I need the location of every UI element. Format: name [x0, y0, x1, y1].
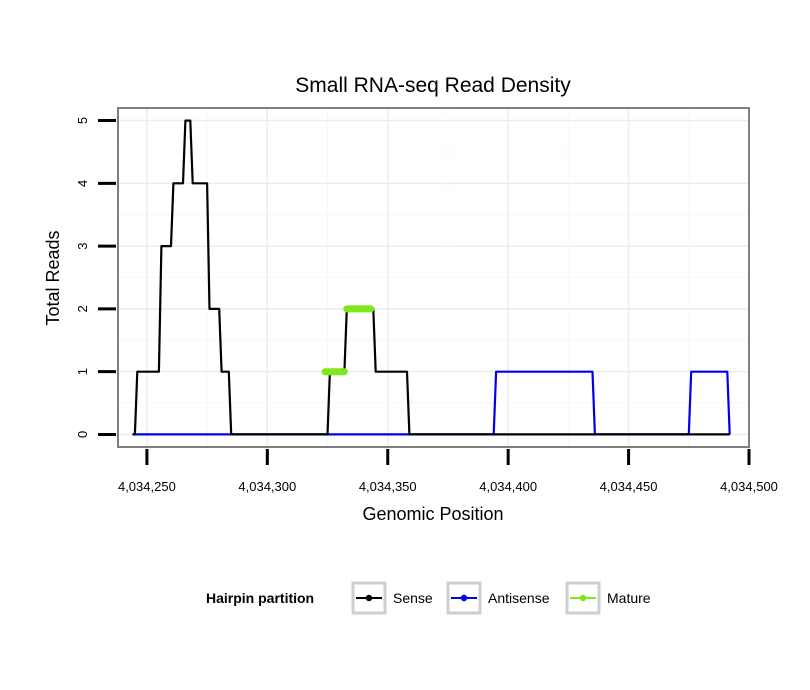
x-tick-label: 4,034,250	[118, 479, 176, 494]
legend: Hairpin partition Sense Antisense Mature	[206, 581, 651, 615]
y-tick-label: 0	[75, 431, 90, 438]
legend-title: Hairpin partition	[206, 590, 314, 606]
legend-marker-antisense	[460, 594, 468, 602]
y-tick-label: 4	[75, 180, 90, 187]
legend-label-antisense: Antisense	[488, 590, 550, 606]
x-tick-label: 4,034,350	[359, 479, 417, 494]
legend-marker-mature	[579, 594, 587, 602]
x-tick-label: 4,034,300	[238, 479, 296, 494]
y-tick-label: 3	[75, 242, 90, 249]
y-tick-label: 1	[75, 368, 90, 375]
x-axis-title: Genomic Position	[362, 504, 503, 524]
x-tick-label: 4,034,500	[720, 479, 778, 494]
y-tick-label: 2	[75, 305, 90, 312]
x-tick-label: 4,034,450	[600, 479, 658, 494]
chart-title: Small RNA-seq Read Density	[295, 74, 571, 97]
legend-marker-sense	[365, 594, 373, 602]
y-tick-label: 5	[75, 117, 90, 124]
y-axis-title: Total Reads	[43, 230, 63, 325]
axes: 0 1 2 3 4 5 4,034,250 4,034,300 4,034,350 4,034,4…	[75, 117, 778, 494]
plot-border	[117, 107, 750, 448]
legend-label-mature: Mature	[607, 590, 651, 606]
series-layer	[132, 119, 731, 436]
x-tick-label: 4,034,400	[479, 479, 537, 494]
legend-label-sense: Sense	[393, 590, 433, 606]
